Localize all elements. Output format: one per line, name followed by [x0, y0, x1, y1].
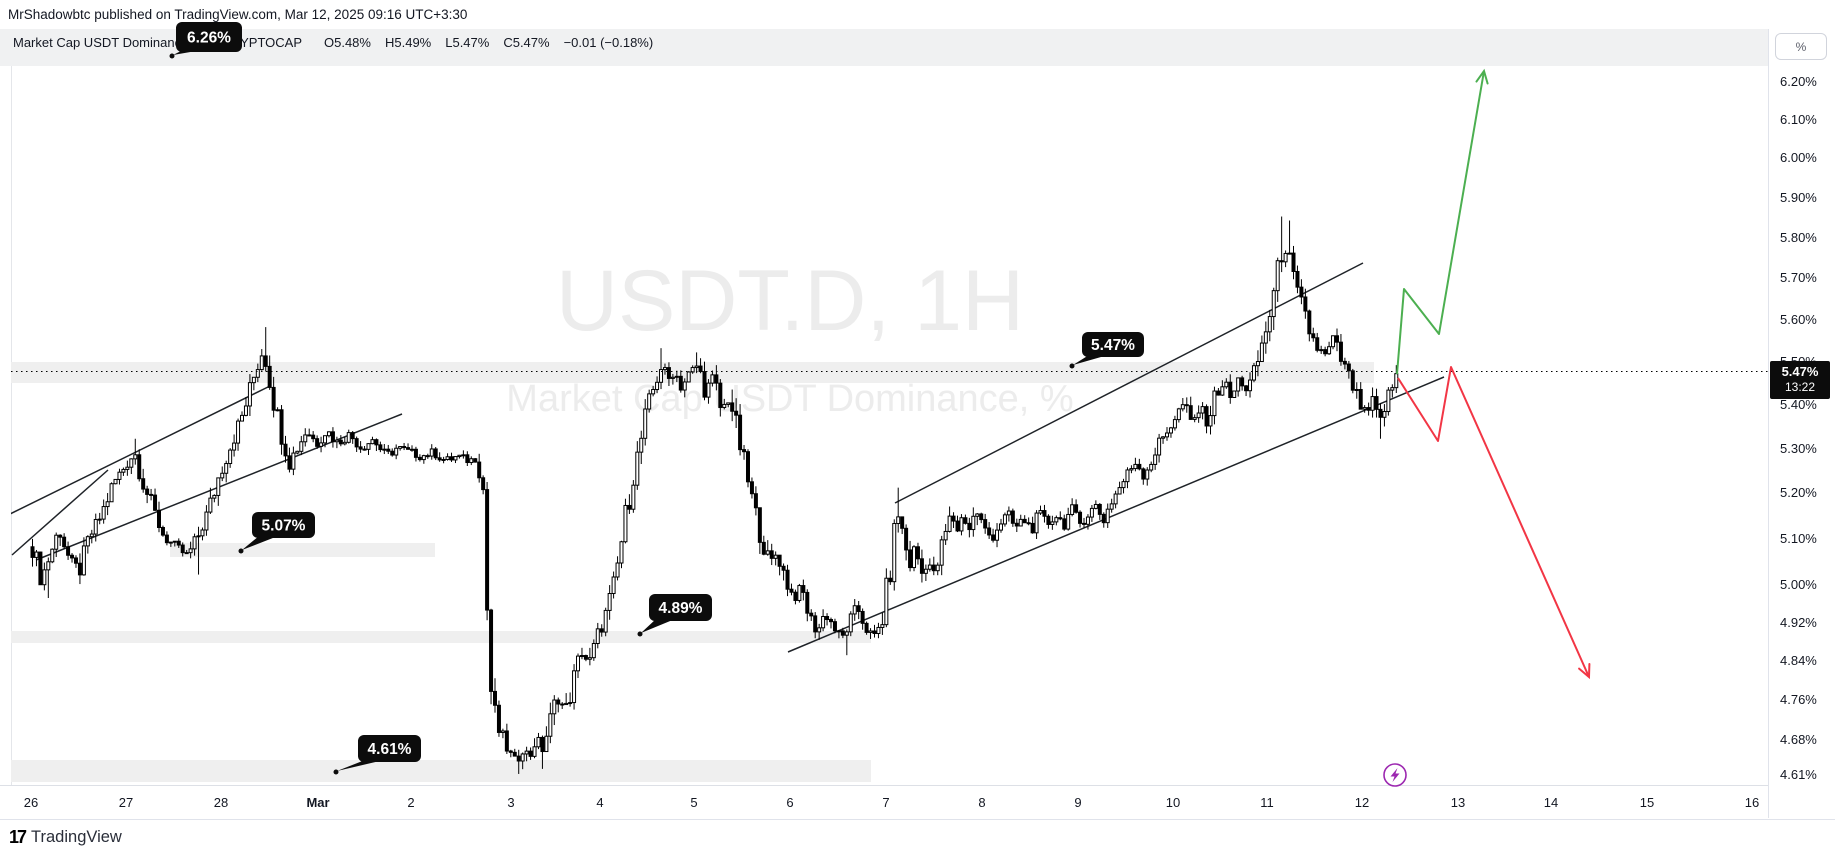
tradingview-wordmark: TradingView: [31, 827, 122, 846]
ohlc-high: H5.49%: [384, 35, 432, 50]
legend-strip: Market Cap USDT Dominance, 1h · CRYPTOCA…: [0, 29, 1768, 66]
tradingview-mark-icon: 17: [9, 827, 27, 847]
y-axis-label: 4.76%: [1780, 692, 1817, 708]
x-axis-label: 3: [507, 795, 515, 810]
y-axis-label: 5.70%: [1780, 270, 1817, 286]
y-axis-label: 4.68%: [1780, 731, 1817, 747]
price-callout[interactable]: 4.89%: [637, 594, 713, 637]
x-axis-label: 27: [118, 795, 134, 810]
price-axis[interactable]: % 6.20%6.10%6.00%5.90%5.80%5.70%5.60%5.5…: [1768, 29, 1835, 818]
y-axis-label: 5.00%: [1780, 576, 1817, 592]
symbol-legend[interactable]: Market Cap USDT Dominance, 1h · CRYPTOCA…: [13, 35, 302, 50]
svg-text:Market Cap USDT Dominance, %: Market Cap USDT Dominance, %: [506, 378, 1073, 420]
y-axis-label: 5.30%: [1780, 440, 1817, 456]
svg-text:5.07%: 5.07%: [262, 518, 306, 535]
y-axis-label: 5.80%: [1780, 229, 1817, 245]
x-axis-label: 11: [1260, 795, 1274, 810]
ohlc-close: C5.47%: [503, 35, 550, 50]
svg-text:USDT.D, 1H: USDT.D, 1H: [556, 253, 1024, 349]
bullish-projection-arrow[interactable]: [1396, 68, 1489, 375]
x-axis-label: 13: [1450, 795, 1466, 810]
x-axis-label: 15: [1639, 795, 1655, 810]
publish-title-text: MrShadowbtc published on TradingView.com…: [8, 7, 468, 22]
time-axis[interactable]: 26 27 28 Mar 2 3 4 5 6 7 8 9 10 11 12 13 14 15 16: [0, 785, 1835, 820]
x-axis-label: Mar: [306, 795, 330, 810]
x-axis-label: 2: [407, 795, 415, 810]
y-axis-label: 5.10%: [1780, 530, 1817, 546]
footer: 17 TradingView: [0, 819, 1835, 855]
x-axis-label: 8: [978, 795, 986, 810]
support-resistance-zones[interactable]: [11, 362, 1374, 782]
x-axis-label: 9: [1074, 795, 1082, 810]
price-callout[interactable]: 5.07%: [238, 512, 316, 554]
svg-text:5.47%: 5.47%: [1091, 337, 1135, 354]
price-callout[interactable]: 4.61%: [333, 735, 422, 775]
price-callout[interactable]: 5.47%: [1069, 332, 1145, 369]
percent-unit-button[interactable]: %: [1775, 33, 1827, 60]
ohlc-low: L5.47%: [445, 35, 490, 50]
trend-channel-lines[interactable]: [10, 262, 1445, 653]
publish-title-bar: MrShadowbtc published on TradingView.com…: [0, 0, 1835, 29]
x-axis-label: 10: [1165, 795, 1181, 810]
svg-text:4.61%: 4.61%: [368, 741, 412, 758]
x-axis-label: 6: [786, 795, 794, 810]
current-price-badge: 5.47% 13:22: [1770, 360, 1830, 399]
y-axis-label: 5.20%: [1780, 485, 1817, 501]
bearish-projection-arrow[interactable]: [1397, 366, 1591, 680]
chart-pane-left-border: [11, 66, 12, 785]
x-axis-label: 28: [213, 795, 229, 810]
y-axis-label: 6.10%: [1780, 111, 1817, 127]
y-axis-label: 5.40%: [1780, 396, 1817, 412]
x-axis-label: 7: [882, 795, 890, 810]
y-axis-label: 4.61%: [1780, 766, 1817, 782]
y-axis-label: 5.60%: [1780, 311, 1817, 327]
ohlc-change: −0.01 (−0.18%): [563, 35, 654, 50]
current-price-value: 5.47%: [1781, 364, 1819, 379]
x-axis-label: 16: [1744, 795, 1760, 810]
watermark: USDT.D, 1H Market Cap USDT Dominance, %: [506, 253, 1073, 420]
x-axis-label: 4: [596, 795, 604, 810]
x-axis-label: 26: [23, 795, 39, 810]
tradingview-logo[interactable]: 17 TradingView: [9, 827, 122, 847]
y-axis-label: 6.00%: [1780, 150, 1817, 166]
y-axis-label: 4.84%: [1780, 653, 1817, 669]
ohlc-open: O5.48%: [324, 35, 371, 50]
y-axis-label: 4.92%: [1780, 614, 1817, 630]
x-axis-label: 5: [690, 795, 698, 810]
y-axis-label: 6.20%: [1780, 73, 1817, 89]
candlestick-series: [30, 216, 1399, 774]
svg-text:4.89%: 4.89%: [659, 600, 703, 617]
bar-countdown: 13:22: [1784, 380, 1816, 394]
lightning-idea-icon[interactable]: [1383, 763, 1407, 787]
x-axis-label: 14: [1543, 795, 1559, 810]
x-axis-label: 12: [1354, 795, 1370, 810]
y-axis-label: 5.90%: [1780, 189, 1817, 205]
